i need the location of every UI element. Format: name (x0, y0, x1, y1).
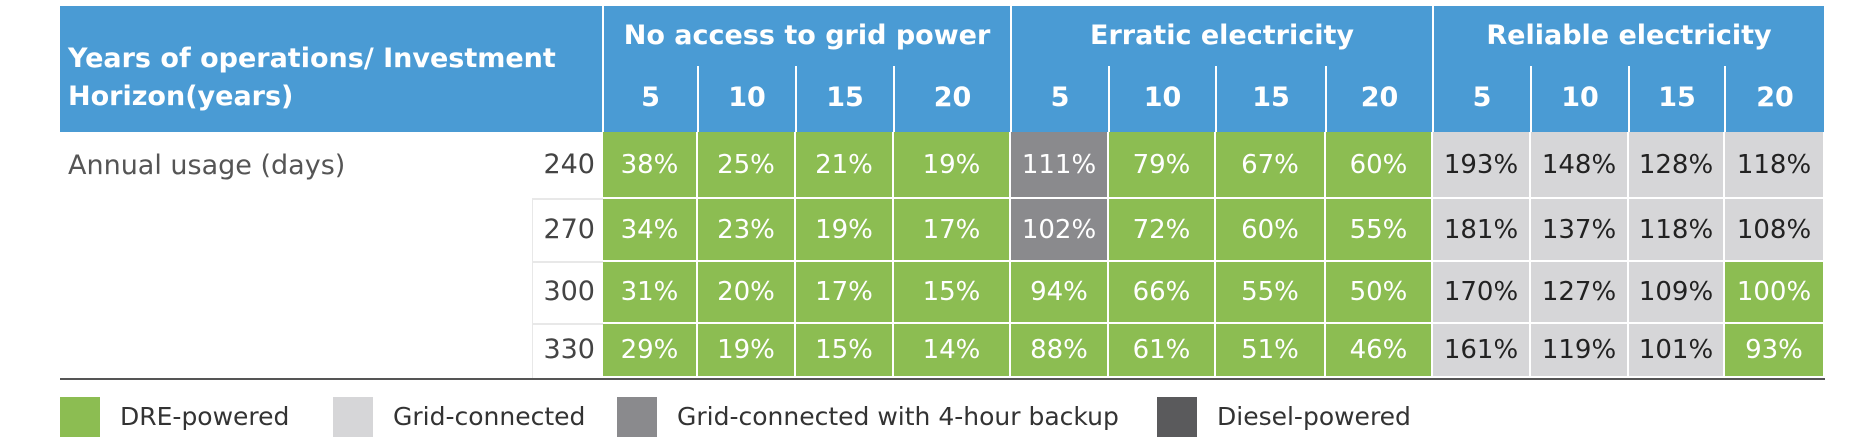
table-cell: 19% (796, 199, 894, 262)
year-header: 5 (1050, 82, 1070, 113)
annual-days-label: 240 (543, 148, 595, 180)
table-cell: 118% (1629, 199, 1725, 262)
table-bottom-rule (60, 378, 1825, 380)
year-header: 20 (1756, 82, 1794, 113)
year-header: 10 (1561, 82, 1599, 113)
legend-swatch-dre (60, 397, 100, 437)
table-cell: 21% (796, 132, 894, 199)
table-cell: 19% (698, 324, 796, 378)
table-cell: 118% (1725, 132, 1825, 199)
table-cell: 55% (1216, 262, 1326, 324)
table-cell: 34% (603, 199, 698, 262)
row-header-label: Years of operations/ Investment Horizon(… (68, 43, 556, 112)
legend-label: Grid-connected (393, 402, 586, 431)
table-cell: 19% (894, 132, 1011, 199)
table-cell: 79% (1109, 132, 1216, 199)
legend-label: Grid-connected with 4-hour backup (677, 402, 1119, 431)
table-cell: 72% (1109, 199, 1216, 262)
table-cell: 170% (1433, 262, 1531, 324)
header-divider (1108, 66, 1110, 132)
table-cell: 46% (1326, 324, 1433, 378)
annual-days-label: 300 (543, 276, 595, 307)
table-cell: 20% (698, 262, 796, 324)
legend-swatch-diesel (1157, 397, 1197, 437)
year-header: 20 (933, 82, 972, 113)
table-cell: 93% (1725, 324, 1825, 378)
year-header: 15 (1658, 82, 1696, 113)
table-cell: 111% (1011, 132, 1109, 199)
header-divider (1215, 66, 1217, 132)
header-divider (1432, 6, 1434, 132)
year-header: 5 (1472, 82, 1492, 113)
header-divider (1628, 66, 1630, 132)
table-cell: 101% (1629, 324, 1725, 378)
table-cell: 38% (603, 132, 698, 199)
table-cell: 15% (796, 324, 894, 378)
legend-label: Diesel-powered (1217, 402, 1411, 431)
header-divider (1724, 66, 1726, 132)
table-cell: 15% (894, 262, 1011, 324)
table-cell: 60% (1216, 199, 1326, 262)
row-separator (532, 198, 603, 200)
group-header: Erratic electricity (1090, 20, 1354, 51)
table-cell: 17% (894, 199, 1011, 262)
annual-usage-label: Annual usage (days) (68, 150, 346, 181)
annual-days-label: 270 (543, 213, 595, 245)
year-header: 15 (826, 82, 864, 113)
body-divider (532, 199, 533, 378)
header-divider (602, 6, 604, 132)
table-cell: 181% (1433, 199, 1531, 262)
header-divider (1325, 66, 1327, 132)
group-header: No access to grid power (623, 20, 991, 51)
table-cell: 100% (1725, 262, 1825, 324)
table-cell: 51% (1216, 324, 1326, 378)
table-cell: 109% (1629, 262, 1725, 324)
legend-swatch-grid_backup (617, 397, 657, 437)
year-header: 5 (641, 82, 660, 113)
table-cell: 55% (1326, 199, 1433, 262)
year-header: 20 (1360, 82, 1399, 113)
header-divider (1530, 66, 1532, 132)
table-cell: 161% (1433, 324, 1531, 378)
group-header: Reliable electricity (1486, 20, 1772, 51)
header-divider (1824, 6, 1826, 132)
table-cell: 23% (698, 199, 796, 262)
header-divider (1010, 6, 1012, 132)
table-cell: 119% (1531, 324, 1629, 378)
header-divider (893, 66, 895, 132)
table-cell: 94% (1011, 262, 1109, 324)
table-cell: 60% (1326, 132, 1433, 199)
table-cell: 128% (1629, 132, 1725, 199)
table-cell: 108% (1725, 199, 1825, 262)
table-cell: 61% (1109, 324, 1216, 378)
table-cell: 17% (796, 262, 894, 324)
table-cell: 137% (1531, 199, 1629, 262)
table-cell: 50% (1326, 262, 1433, 324)
row-separator (532, 261, 603, 263)
legend-label: DRE-powered (120, 402, 290, 431)
table-cell: 31% (603, 262, 698, 324)
table-cell: 14% (894, 324, 1011, 378)
legend-swatch-grid (333, 397, 373, 437)
table-cell: 127% (1531, 262, 1629, 324)
table-cell: 102% (1011, 199, 1109, 262)
header-divider (795, 66, 797, 132)
table-cell: 148% (1531, 132, 1629, 199)
table-cell: 67% (1216, 132, 1326, 199)
table-cell: 193% (1433, 132, 1531, 199)
annual-days-label: 330 (543, 334, 595, 365)
year-header: 10 (1143, 82, 1182, 113)
row-separator (532, 323, 603, 325)
year-header: 10 (728, 82, 766, 113)
table-cell: 29% (603, 324, 698, 378)
table-cell: 66% (1109, 262, 1216, 324)
header-divider (697, 66, 699, 132)
table-cell: 88% (1011, 324, 1109, 378)
year-header: 15 (1252, 82, 1290, 113)
table-cell: 25% (698, 132, 796, 199)
